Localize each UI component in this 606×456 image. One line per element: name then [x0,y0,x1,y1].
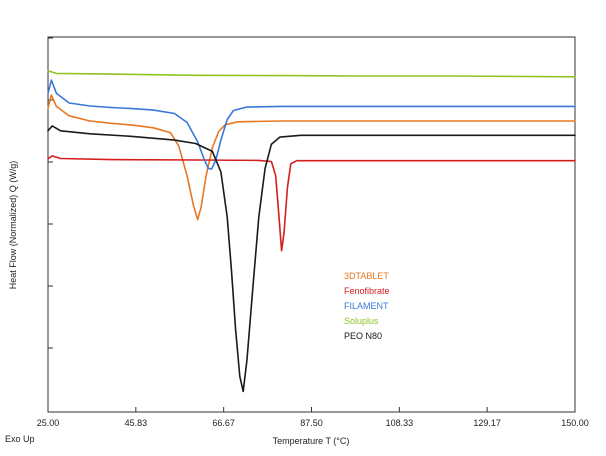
legend-entry-soluplus: Soluplus [344,316,379,326]
y-axis-title: Heat Flow (Normalized) Q (W/g) [8,161,18,290]
series-line-3dtablet [47,94,576,221]
x-axis-ticks: 25.00 45.83 66.67 87.50 108.33 129.17 150.00 [37,407,589,428]
legend-entry-3dtablet: 3DTABLET [344,271,389,281]
x-axis-title: Temperature T (°C) [273,436,350,446]
x-tick-label: 25.00 [37,418,60,428]
series-line-fenofibrate [47,155,576,252]
exo-up-note: Exo Up [5,434,35,444]
legend: 3DTABLET Fenofibrate FILAMENT Soluplus PEO N… [344,271,390,341]
x-tick-label: 129.17 [473,418,501,428]
series-line-filament [47,79,576,170]
x-tick-label: 108.33 [386,418,414,428]
x-tick-label: 87.50 [300,418,323,428]
series-line-peo-n80 [47,125,576,393]
x-tick-label: 66.67 [212,418,235,428]
legend-entry-filament: FILAMENT [344,301,389,311]
x-tick-label: 45.83 [125,418,148,428]
series-line-soluplus [47,70,576,78]
series-lines [47,70,576,393]
legend-entry-fenofibrate: Fenofibrate [344,286,390,296]
plot-frame [47,36,576,413]
x-tick-label: 150.00 [561,418,589,428]
legend-entry-peo-n80: PEO N80 [344,331,382,341]
y-axis-ticks [48,37,53,349]
